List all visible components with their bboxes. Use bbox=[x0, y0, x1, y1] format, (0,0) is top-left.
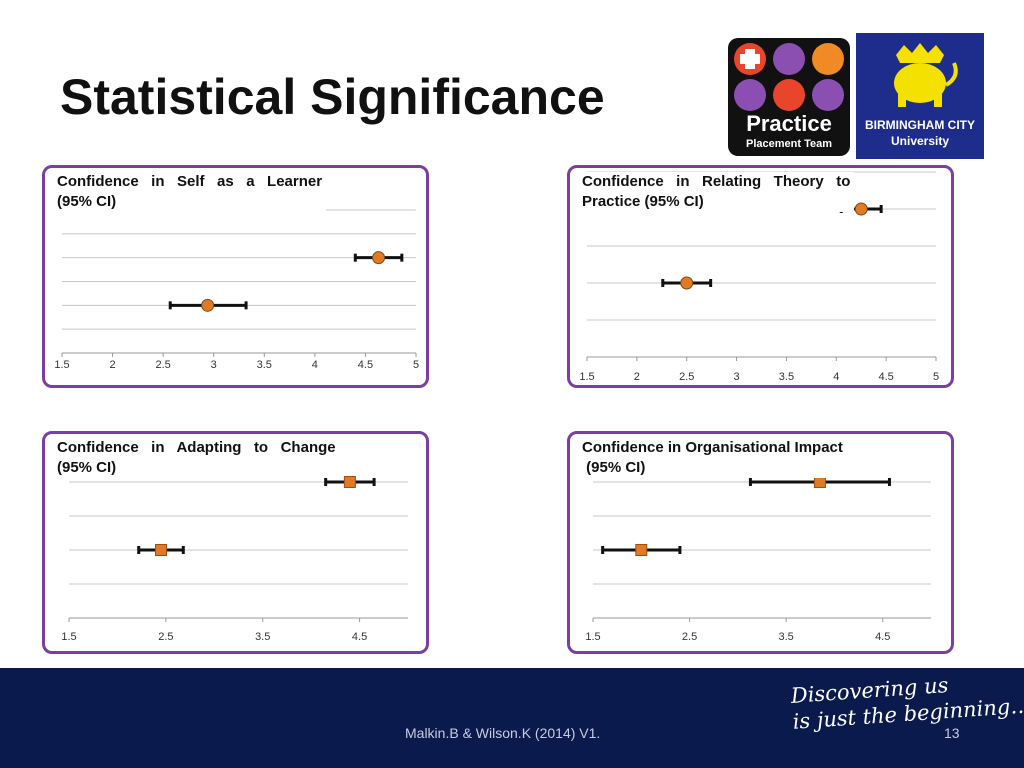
chart-panel-adapting-to-change: 1.5 2.5 3.5 4.5 Confidence in Adapting to C… bbox=[42, 431, 429, 654]
x-tick-label: 1.5 bbox=[54, 359, 69, 371]
x-tick-label: 3 bbox=[211, 359, 217, 371]
x-tick-label: 2.5 bbox=[155, 359, 170, 371]
x-tick-label: 3 bbox=[734, 371, 740, 383]
x-tick-label: 1.5 bbox=[61, 631, 76, 643]
x-tick-label: 3.5 bbox=[779, 371, 794, 383]
x-tick-label: 4.5 bbox=[352, 631, 367, 643]
x-tick-label: 2.5 bbox=[158, 631, 173, 643]
x-tick-label: 3.5 bbox=[778, 631, 793, 643]
data-point bbox=[343, 476, 356, 488]
x-tick-label: 2.5 bbox=[679, 371, 694, 383]
chart-panel-organisational-impact: 1.5 2.5 3.5 4.5 Confidence in Organisationa… bbox=[567, 431, 954, 654]
data-point bbox=[201, 298, 215, 312]
x-tick-label: 4.5 bbox=[878, 371, 893, 383]
x-tick-label: 4.5 bbox=[358, 359, 373, 371]
data-point bbox=[854, 202, 868, 216]
chart-title-adapting-to-change: Confidence in Adapting to Change (95% CI… bbox=[57, 438, 340, 478]
chart-adapting-to-change: 1.5 2.5 3.5 4.5 bbox=[61, 476, 408, 643]
data-point bbox=[813, 476, 826, 488]
x-tick-label: 2 bbox=[634, 371, 640, 383]
university-logo-line2: University bbox=[891, 134, 949, 148]
x-tick-label: 2 bbox=[110, 359, 116, 371]
x-tick-label: 5 bbox=[413, 359, 419, 371]
x-tick-label: 1.5 bbox=[585, 631, 600, 643]
data-point bbox=[680, 276, 694, 290]
x-tick-label: 3.5 bbox=[257, 359, 272, 371]
footer-band bbox=[0, 668, 1024, 768]
practice-placement-logo: Practice Placement Team bbox=[728, 38, 850, 156]
x-tick-label: 2.5 bbox=[682, 631, 697, 643]
practice-logo-line1: Practice bbox=[746, 111, 832, 136]
chart-title-self-as-learner: Confidence in Self as a Learner (95% CI) bbox=[57, 172, 327, 212]
data-point bbox=[635, 544, 648, 556]
x-tick-label: 3.5 bbox=[255, 631, 270, 643]
practice-logo-line2: Placement Team bbox=[746, 138, 832, 150]
x-tick-label: 5 bbox=[933, 371, 939, 383]
x-tick-label: 1.5 bbox=[579, 371, 594, 383]
chart-self-as-learner: 1.5 2 2.5 3 3.5 4 4.5 5 bbox=[54, 209, 419, 371]
data-point bbox=[372, 251, 386, 265]
footer-credit: Malkin.B & Wilson.K (2014) V1. bbox=[405, 725, 601, 741]
x-tick-label: 4.5 bbox=[875, 631, 890, 643]
lion-crest-icon bbox=[894, 43, 958, 107]
university-logo-line1: BIRMINGHAM CITY bbox=[865, 118, 975, 132]
x-tick-label: 4 bbox=[312, 359, 318, 371]
chart-title-organisational-impact: Confidence in Organisational Impact (95%… bbox=[582, 438, 847, 478]
birmingham-city-university-logo: BIRMINGHAM CITY University bbox=[856, 33, 984, 159]
data-point bbox=[155, 544, 168, 556]
slide-title: Statistical Significance bbox=[60, 69, 605, 125]
x-tick-label: 4 bbox=[833, 371, 839, 383]
chart-organisational-impact: 1.5 2.5 3.5 4.5 bbox=[585, 476, 931, 643]
page-number: 13 bbox=[944, 725, 960, 741]
chart-title-relating-theory: Confidence in Relating Theory to Practic… bbox=[582, 172, 855, 212]
chart-panel-self-as-learner: 1.5 2 2.5 3 3.5 4 4.5 5 Confidence in Self as a… bbox=[42, 165, 429, 388]
chart-panel-relating-theory: 1.5 2 2.5 3 3.5 4 4.5 5 Confidence in Relating … bbox=[567, 165, 954, 388]
